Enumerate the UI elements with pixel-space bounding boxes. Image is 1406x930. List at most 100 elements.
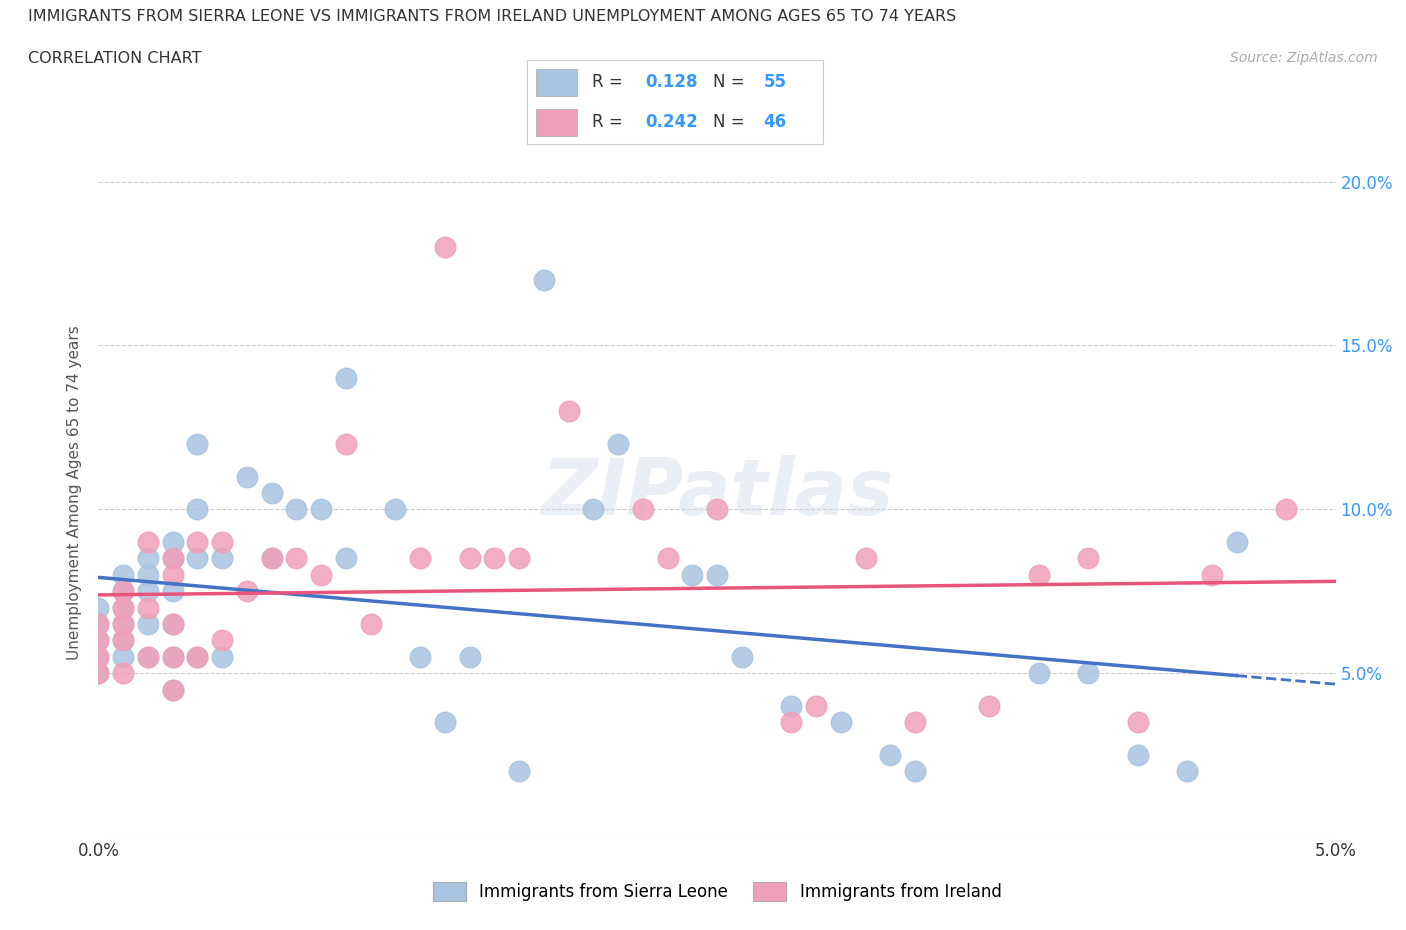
- Text: Source: ZipAtlas.com: Source: ZipAtlas.com: [1230, 51, 1378, 65]
- Point: [285, 551, 308, 565]
- Point: [904, 715, 927, 730]
- Point: [706, 502, 728, 517]
- Y-axis label: Unemployment Among Ages 65 to 74 years: Unemployment Among Ages 65 to 74 years: [67, 326, 83, 660]
- Point: [1126, 748, 1149, 763]
- Point: [162, 567, 184, 582]
- Text: IMMIGRANTS FROM SIERRA LEONE VS IMMIGRANTS FROM IRELAND UNEMPLOYMENT AMONG AGES : IMMIGRANTS FROM SIERRA LEONE VS IMMIGRAN…: [28, 9, 956, 24]
- Point: [309, 567, 332, 582]
- Point: [211, 633, 233, 648]
- Point: [335, 551, 357, 565]
- Point: [162, 535, 184, 550]
- Point: [458, 551, 481, 565]
- Point: [162, 617, 184, 631]
- Point: [484, 551, 506, 565]
- Point: [112, 600, 135, 615]
- Point: [87, 666, 110, 681]
- Point: [804, 698, 827, 713]
- Point: [112, 633, 135, 648]
- Text: 55: 55: [763, 73, 786, 91]
- Point: [136, 535, 159, 550]
- Point: [162, 649, 184, 664]
- Point: [260, 551, 283, 565]
- Point: [87, 617, 110, 631]
- Point: [1077, 666, 1099, 681]
- Point: [162, 551, 184, 565]
- Point: [681, 567, 703, 582]
- Point: [508, 551, 530, 565]
- Point: [186, 535, 208, 550]
- Point: [335, 436, 357, 451]
- Point: [855, 551, 877, 565]
- Point: [87, 600, 110, 615]
- Point: [904, 764, 927, 779]
- Point: [211, 535, 233, 550]
- Point: [285, 502, 308, 517]
- Point: [162, 551, 184, 565]
- Point: [433, 240, 456, 255]
- Point: [780, 715, 803, 730]
- Point: [657, 551, 679, 565]
- Point: [1275, 502, 1298, 517]
- Point: [236, 469, 259, 484]
- Point: [582, 502, 605, 517]
- Point: [136, 600, 159, 615]
- Point: [433, 715, 456, 730]
- Point: [112, 649, 135, 664]
- Text: 0.242: 0.242: [645, 113, 699, 131]
- Point: [186, 649, 208, 664]
- Point: [112, 617, 135, 631]
- Point: [87, 633, 110, 648]
- Point: [87, 666, 110, 681]
- Point: [112, 633, 135, 648]
- Point: [706, 567, 728, 582]
- Point: [136, 649, 159, 664]
- Point: [1201, 567, 1223, 582]
- Point: [533, 272, 555, 287]
- Point: [409, 551, 432, 565]
- Point: [979, 698, 1001, 713]
- Point: [1077, 551, 1099, 565]
- Point: [508, 764, 530, 779]
- Point: [780, 698, 803, 713]
- Text: N =: N =: [713, 113, 751, 131]
- Point: [879, 748, 901, 763]
- Point: [186, 502, 208, 517]
- Point: [409, 649, 432, 664]
- Point: [162, 649, 184, 664]
- Point: [136, 584, 159, 599]
- Point: [112, 584, 135, 599]
- Point: [87, 633, 110, 648]
- Point: [557, 404, 579, 418]
- Point: [830, 715, 852, 730]
- Point: [607, 436, 630, 451]
- Point: [1226, 535, 1249, 550]
- Point: [1028, 666, 1050, 681]
- Point: [1126, 715, 1149, 730]
- Point: [458, 649, 481, 664]
- Point: [87, 649, 110, 664]
- Point: [162, 682, 184, 697]
- Point: [186, 551, 208, 565]
- Point: [112, 600, 135, 615]
- Point: [112, 567, 135, 582]
- Point: [112, 584, 135, 599]
- Point: [384, 502, 406, 517]
- Point: [136, 551, 159, 565]
- Text: N =: N =: [713, 73, 751, 91]
- Point: [211, 551, 233, 565]
- Point: [1028, 567, 1050, 582]
- Point: [260, 485, 283, 500]
- Point: [87, 649, 110, 664]
- Text: R =: R =: [592, 73, 628, 91]
- Point: [335, 371, 357, 386]
- Point: [136, 617, 159, 631]
- Point: [186, 649, 208, 664]
- Legend: Immigrants from Sierra Leone, Immigrants from Ireland: Immigrants from Sierra Leone, Immigrants…: [426, 875, 1008, 908]
- Point: [162, 584, 184, 599]
- Point: [112, 666, 135, 681]
- Text: R =: R =: [592, 113, 628, 131]
- Point: [731, 649, 754, 664]
- Point: [87, 617, 110, 631]
- Point: [309, 502, 332, 517]
- Text: 0.128: 0.128: [645, 73, 697, 91]
